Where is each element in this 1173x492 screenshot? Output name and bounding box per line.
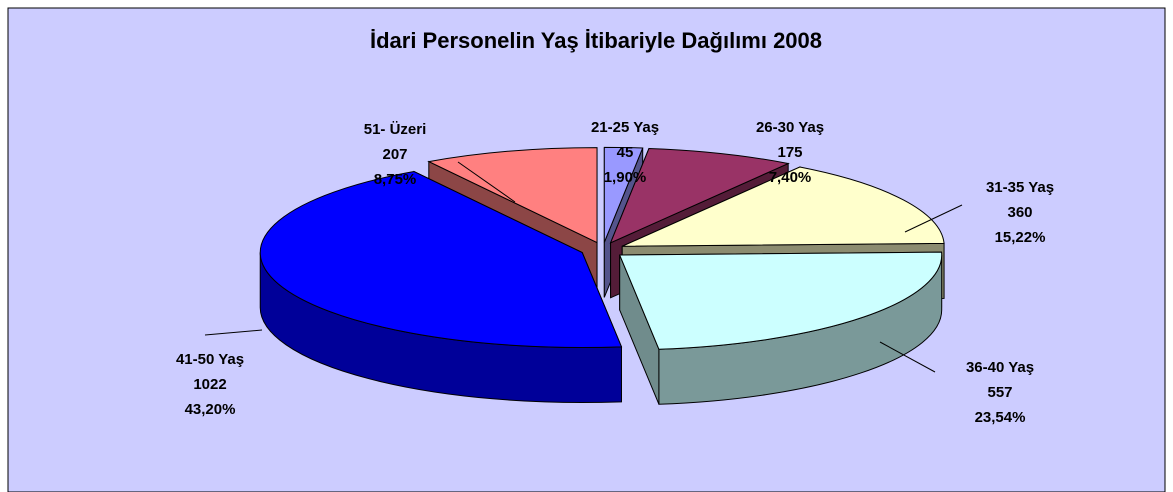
data-label-name: 41-50 Yaş [176,351,244,368]
data-label-share: 43,20% [185,401,236,418]
slice [618,251,943,350]
data-label-share: 15,22% [995,229,1046,246]
slice [603,146,644,243]
slice [622,166,945,247]
slice [259,171,623,349]
data-label-value: 360 [1007,204,1032,221]
data-label-value: 557 [987,384,1012,401]
data-label-value: 175 [777,144,802,161]
data-label-share: 8,75% [374,171,417,188]
data-label-name: 31-35 Yaş [986,179,1054,196]
data-label-name: 21-25 Yaş [591,119,659,136]
data-label-value: 1022 [193,376,226,393]
data-label-name: 26-30 Yaş [756,119,824,136]
data-label-name: 36-40 Yaş [966,359,1034,376]
data-label-share: 7,40% [769,169,812,186]
leader-line [879,341,936,373]
data-label-value: 45 [617,144,634,161]
slice [609,147,790,244]
data-label-name: 51- Üzeri [364,121,427,138]
data-label-share: 23,54% [975,409,1026,426]
leader-line [904,204,963,233]
leader-line [204,329,263,336]
leader-line [457,161,516,203]
data-label-value: 207 [382,146,407,163]
data-label-share: 1,90% [604,169,647,186]
chart-title: İdari Personelin Yaş İtibariyle Dağılımı… [370,28,822,53]
